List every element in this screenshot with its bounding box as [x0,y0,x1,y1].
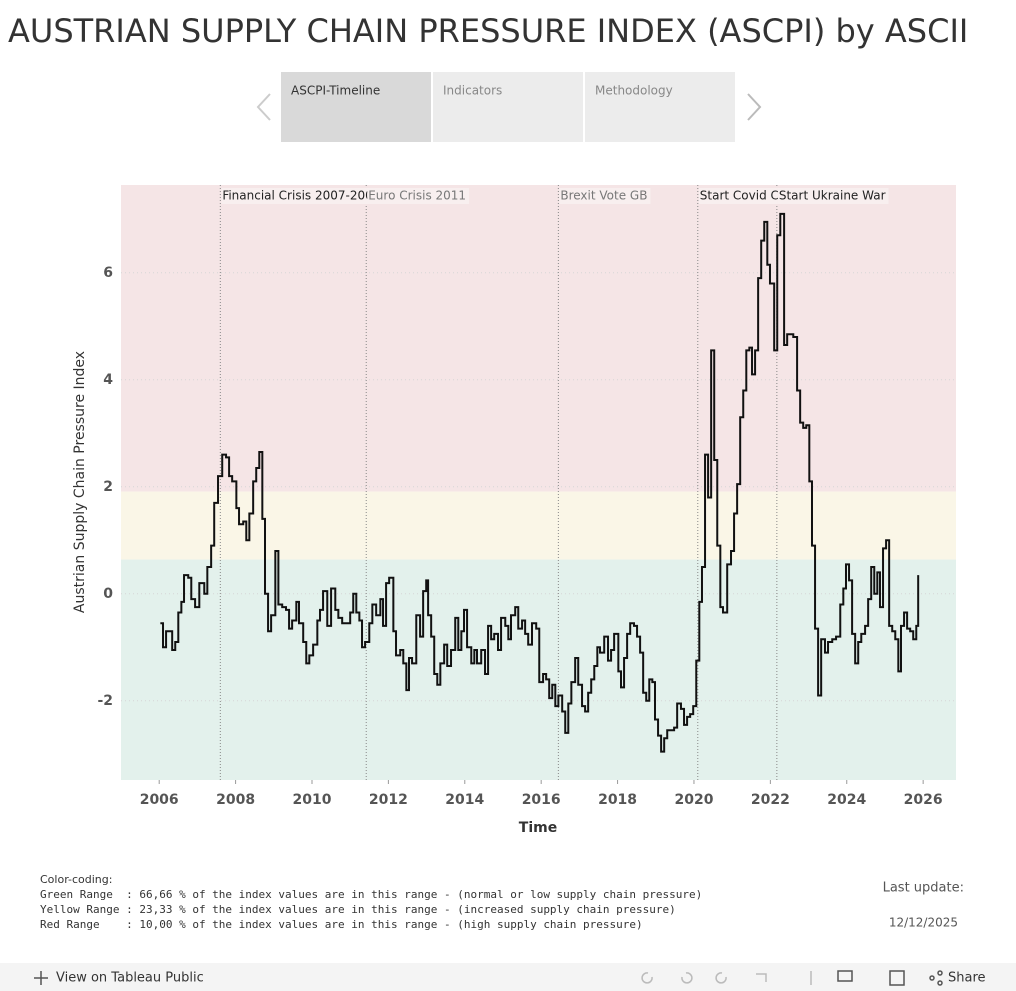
note-line: Yellow Range : 23,33 % of the index valu… [40,903,676,916]
x-tick-label: 2018 [598,792,637,808]
event-label-background [221,188,384,204]
event-label-background [559,188,651,204]
event-label: Financial Crisis 2007-2008 [222,189,380,203]
tab-label[interactable]: ASCPI-Timeline [291,84,380,98]
footer-bar: View on Tableau Public Share [0,963,1016,991]
prev-arrow[interactable] [256,93,271,121]
x-tick-label: 2022 [751,792,790,808]
event-label-background [777,188,889,204]
dashboard-title: AUSTRIAN SUPPLY CHAIN PRESSURE INDEX (AS… [8,12,968,50]
tab[interactable] [281,72,431,142]
toolbar-disabled [641,971,812,985]
range-band [121,185,956,492]
event-label: Euro Crisis 2011 [368,189,466,203]
tab-bar: ASCPI-Timeline Indicators Methodology [256,72,762,142]
x-tick-label: 2020 [674,792,713,808]
x-tick-label: 2008 [216,792,255,808]
update-label: Last update: [883,881,964,896]
y-tick-label: -2 [97,693,113,709]
x-tick-label: 2016 [522,792,561,808]
event-label: Start Ukraine War [779,189,886,203]
index-line [160,212,920,753]
note-heading: Color-coding: [40,873,112,886]
note-line: Green Range : 66,66 % of the index value… [40,888,702,901]
chart: -2 0 2 4 6 2006 2008 2010 2012 2014 2016 2018 2020 20… [97,185,956,808]
tab[interactable] [585,72,735,142]
x-tick-label: 2026 [904,792,943,808]
tab-label[interactable]: Indicators [443,84,502,98]
share-button[interactable]: Share [948,971,986,986]
footer-link[interactable]: View on Tableau Public [56,971,204,986]
y-tick-label: 6 [103,265,113,281]
x-tick-label: 2006 [140,792,179,808]
tab[interactable] [433,72,583,142]
update-date: 12/12/2025 [889,916,958,930]
y-tick-label: 2 [103,479,113,495]
x-tick-label: 2012 [369,792,408,808]
event-label: Brexit Vote GB [560,189,647,203]
y-tick-label: 0 [103,586,113,602]
event-label: Start Covid Crisis [700,189,803,203]
tableau-icon [34,971,48,985]
x-tick-label: 2014 [445,792,484,808]
note-line: Red Range : 10,00 % of the index values … [40,918,643,931]
y-axis-title: Austrian Supply Chain Pressure Index [72,351,88,613]
x-tick-label: 2024 [827,792,866,808]
event-label-background [367,188,470,204]
x-axis-title: Time [519,820,557,836]
tab-label[interactable]: Methodology [595,84,673,98]
x-tick-label: 2010 [293,792,332,808]
y-tick-label: 4 [103,372,113,388]
toolbar-icons[interactable] [837,970,943,986]
footer-background [0,963,1016,991]
range-band [121,491,956,560]
legend-notes: Color-coding: Green Range : 66,66 % of t… [40,873,702,931]
next-arrow[interactable] [747,93,762,121]
